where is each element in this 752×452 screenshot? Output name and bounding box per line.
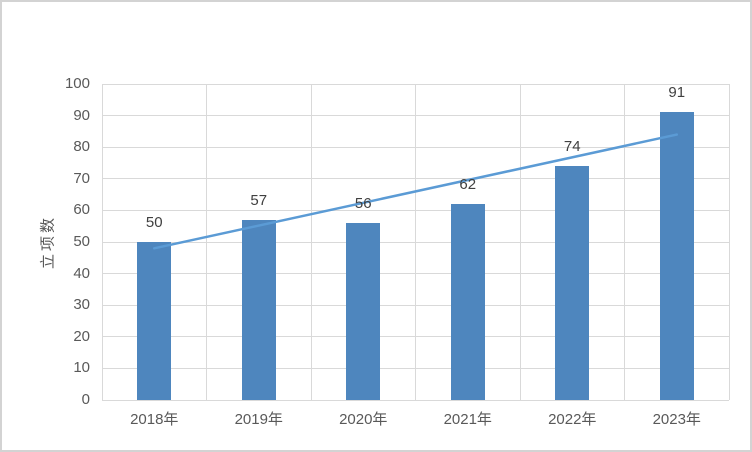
y-tick-label: 60 (73, 201, 90, 219)
y-tick-label: 90 (73, 106, 90, 124)
bar-2023年 (659, 112, 694, 400)
gridline (102, 399, 729, 401)
gridline (206, 84, 207, 400)
y-tick-label: 0 (81, 391, 90, 408)
y-tick-label: 80 (73, 138, 90, 156)
y-tick-label: 70 (73, 169, 90, 187)
x-tick-label: 2018年 (130, 411, 179, 428)
gridline (310, 84, 312, 400)
y-tick-label: 30 (73, 296, 90, 314)
data-label: 74 (563, 138, 581, 156)
y-tick-label: 20 (73, 327, 90, 345)
bar-2019年 (241, 219, 276, 400)
x-tick-label: 2019年 (234, 411, 283, 428)
data-label: 91 (668, 84, 686, 102)
y-tick-label: 10 (73, 359, 90, 377)
gridline (519, 84, 521, 400)
x-tick-label: 2023年 (652, 411, 701, 428)
bar-2021年 (450, 204, 485, 400)
data-label: 57 (250, 191, 268, 209)
bar-2018年 (137, 242, 172, 400)
y-tick-label: 100 (64, 75, 90, 92)
x-tick-label: 2021年 (443, 411, 492, 428)
data-label: 62 (459, 176, 477, 194)
gridline (101, 84, 103, 400)
bar-2020年 (346, 223, 381, 400)
gridline (415, 84, 416, 400)
gridline (728, 84, 730, 400)
x-tick-label: 2020年 (339, 411, 388, 428)
x-tick-label: 2022年 (548, 411, 597, 428)
gridline (624, 84, 625, 400)
data-label: 50 (145, 214, 163, 231)
y-tick-label: 40 (73, 264, 90, 282)
y-tick-label: 50 (73, 233, 90, 250)
data-label: 56 (354, 195, 372, 213)
bar-2022年 (555, 166, 590, 400)
